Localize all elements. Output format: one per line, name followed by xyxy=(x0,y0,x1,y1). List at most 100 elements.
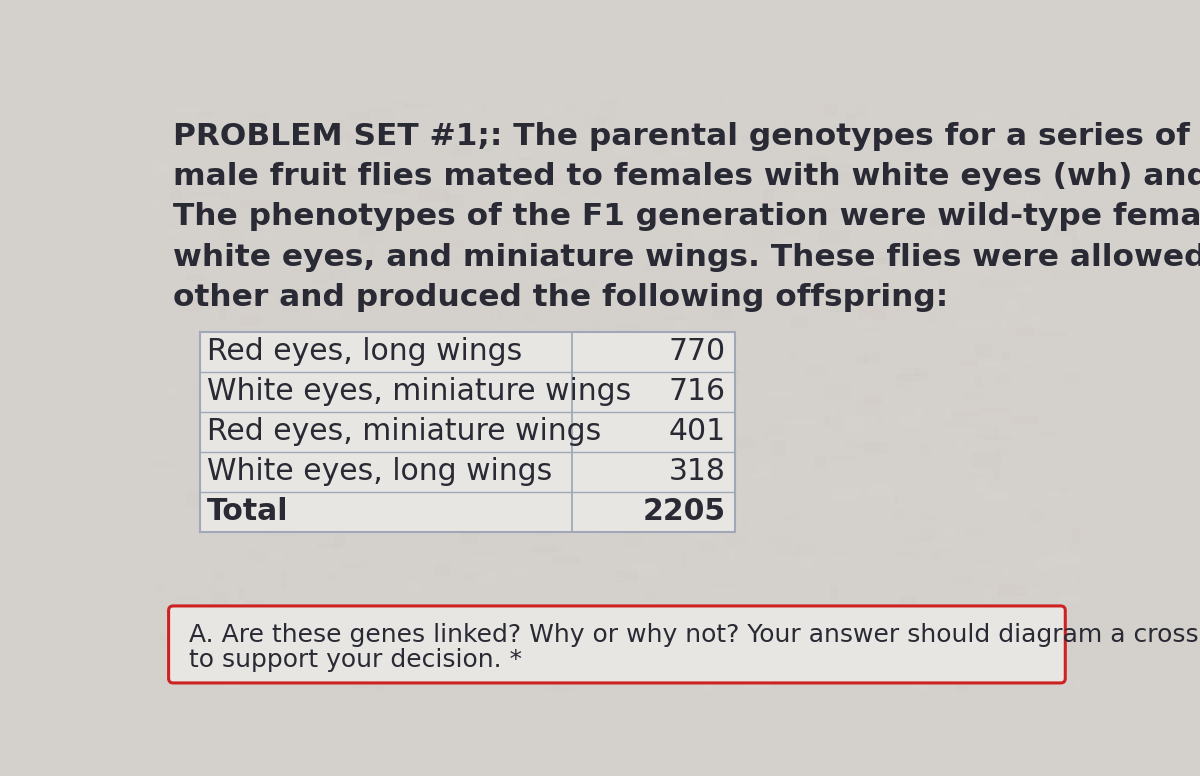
Bar xyxy=(1014,192,1028,203)
Bar xyxy=(706,293,730,296)
Bar xyxy=(410,504,415,510)
Text: Total: Total xyxy=(206,497,288,526)
Bar xyxy=(854,258,866,269)
Bar xyxy=(1034,557,1055,570)
Bar xyxy=(654,615,678,628)
Bar xyxy=(911,220,928,234)
Bar xyxy=(827,300,850,313)
Bar xyxy=(658,656,672,670)
Text: to support your decision. *: to support your decision. * xyxy=(188,647,522,671)
Bar xyxy=(1050,605,1057,617)
Bar xyxy=(524,495,547,501)
Bar xyxy=(946,405,952,418)
Bar xyxy=(514,233,523,248)
Bar xyxy=(376,683,383,691)
Bar xyxy=(374,501,395,514)
Bar xyxy=(670,347,697,351)
Bar xyxy=(317,543,342,548)
Bar xyxy=(239,349,244,358)
Bar xyxy=(894,508,905,518)
Bar xyxy=(526,132,536,137)
Bar xyxy=(526,225,540,230)
Bar xyxy=(658,359,661,369)
Bar xyxy=(206,258,233,271)
Bar xyxy=(919,195,924,200)
Bar xyxy=(1025,454,1051,467)
Bar xyxy=(355,501,361,514)
Bar xyxy=(430,263,434,274)
Bar xyxy=(479,442,485,457)
Bar xyxy=(828,286,850,296)
Bar xyxy=(190,672,215,678)
Bar xyxy=(976,426,998,438)
Bar xyxy=(428,652,457,663)
Bar xyxy=(481,677,506,686)
Bar xyxy=(888,603,898,618)
Bar xyxy=(995,372,1012,385)
Bar xyxy=(1054,657,1070,671)
Bar xyxy=(743,679,772,690)
Bar xyxy=(308,343,334,357)
Bar xyxy=(824,415,829,427)
Bar xyxy=(180,639,191,649)
Bar xyxy=(835,621,845,631)
Bar xyxy=(298,458,305,470)
Bar xyxy=(731,435,757,449)
Bar xyxy=(337,508,362,510)
Bar xyxy=(314,397,337,402)
Bar xyxy=(598,117,606,126)
Bar xyxy=(151,199,156,204)
Bar xyxy=(236,380,258,390)
Bar xyxy=(698,365,714,379)
Bar xyxy=(973,322,990,328)
Bar xyxy=(361,346,373,357)
Bar xyxy=(462,586,476,589)
Bar xyxy=(719,317,730,320)
Bar xyxy=(238,495,253,509)
Bar xyxy=(590,280,598,292)
Bar xyxy=(370,472,397,478)
Bar xyxy=(391,489,403,498)
Bar xyxy=(619,660,646,667)
Bar xyxy=(221,312,230,317)
Bar xyxy=(643,682,652,686)
Bar xyxy=(934,553,938,556)
Bar xyxy=(1001,310,1020,320)
Bar xyxy=(352,506,371,517)
Bar xyxy=(312,270,335,285)
Bar xyxy=(572,598,580,606)
Bar xyxy=(198,387,214,394)
Bar xyxy=(900,596,917,608)
Bar xyxy=(289,253,302,261)
Bar xyxy=(769,684,780,691)
Bar xyxy=(1040,331,1067,336)
Bar xyxy=(560,681,576,693)
Bar xyxy=(876,563,896,577)
Bar xyxy=(948,349,972,362)
Bar xyxy=(965,203,976,206)
Bar xyxy=(790,317,809,327)
Bar xyxy=(539,163,559,177)
Bar xyxy=(498,661,522,671)
Bar xyxy=(727,213,742,217)
Bar xyxy=(882,673,893,679)
Bar xyxy=(1001,352,1012,361)
Bar xyxy=(521,148,534,157)
Bar xyxy=(907,655,929,670)
Bar xyxy=(868,483,894,497)
Bar xyxy=(842,614,858,617)
Bar xyxy=(422,102,432,113)
Bar xyxy=(792,324,822,328)
Bar xyxy=(894,302,911,313)
Bar xyxy=(653,140,672,154)
Bar xyxy=(527,435,551,447)
Bar xyxy=(268,497,280,508)
Bar xyxy=(832,421,839,435)
Bar xyxy=(1061,485,1068,497)
Bar xyxy=(460,531,479,544)
Bar xyxy=(266,534,298,536)
Bar xyxy=(919,681,930,696)
Bar xyxy=(916,405,923,419)
Bar xyxy=(500,653,523,656)
Bar xyxy=(451,255,461,265)
